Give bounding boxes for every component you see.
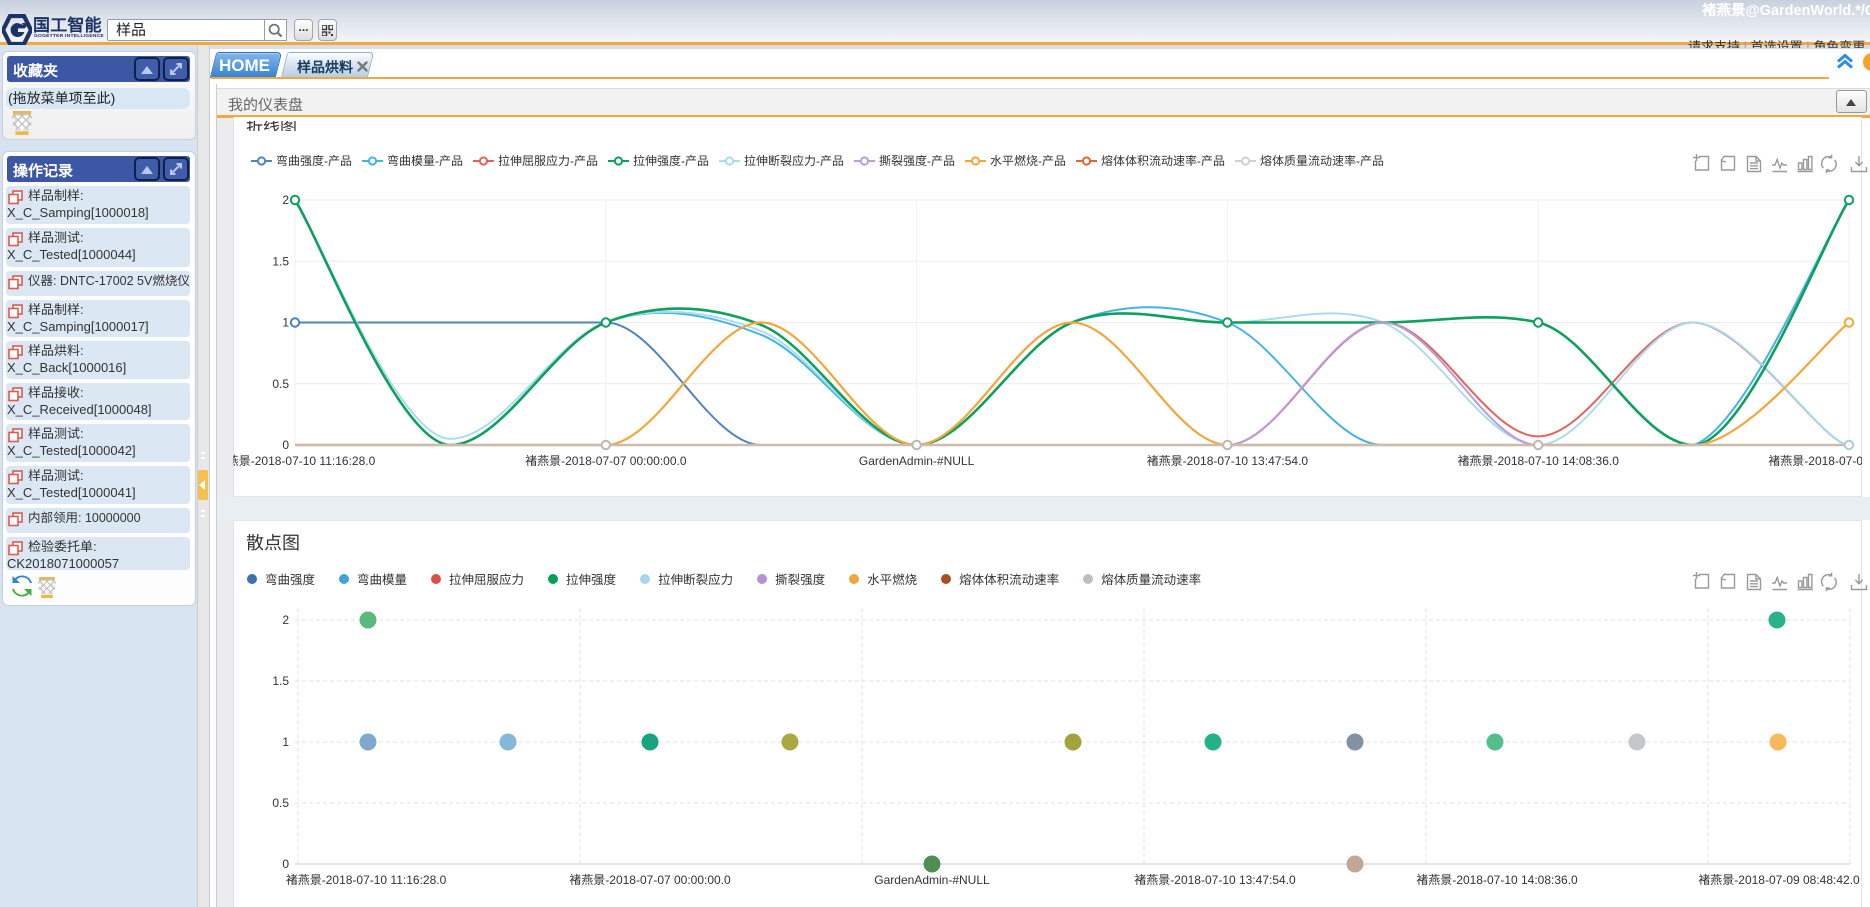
- svg-text:褚燕景-2018-07-09 08:48:42.0: 褚燕景-2018-07-09 08:48:42.0: [1698, 873, 1860, 887]
- svg-text:0.5: 0.5: [272, 377, 289, 391]
- svg-text:GardenAdmin-#NULL: GardenAdmin-#NULL: [874, 873, 990, 887]
- svg-text:褚燕景-2018-07-10 14:08:36.0: 褚燕景-2018-07-10 14:08:36.0: [1457, 454, 1619, 468]
- svg-text:0: 0: [282, 438, 289, 452]
- svg-text:褚燕景-2018-07-07 00:00:00.0: 褚燕景-2018-07-07 00:00:00.0: [525, 454, 687, 468]
- svg-text:褚燕景-2018-07-07 00:00:00.0: 褚燕景-2018-07-07 00:00:00.0: [569, 873, 731, 887]
- svg-text:2: 2: [282, 193, 289, 207]
- svg-text:1: 1: [282, 735, 289, 749]
- svg-text:1.5: 1.5: [272, 254, 289, 268]
- svg-text:1.5: 1.5: [272, 674, 289, 688]
- svg-text:褚燕景-2018-07-10 11:16:28.0: 褚燕景-2018-07-10 11:16:28.0: [233, 454, 376, 468]
- svg-text:0: 0: [282, 857, 289, 871]
- svg-text:2: 2: [282, 613, 289, 627]
- svg-text:褚燕景-2018-07-09 08:48:42.0: 褚燕景-2018-07-09 08:48:42.0: [1768, 454, 1862, 468]
- svg-text:褚燕景-2018-07-10 13:47:54.0: 褚燕景-2018-07-10 13:47:54.0: [1134, 873, 1296, 887]
- svg-text:褚燕景-2018-07-10 13:47:54.0: 褚燕景-2018-07-10 13:47:54.0: [1147, 454, 1309, 468]
- svg-text:GardenAdmin-#NULL: GardenAdmin-#NULL: [859, 454, 975, 468]
- svg-text:褚燕景-2018-07-10 11:16:28.0: 褚燕景-2018-07-10 11:16:28.0: [286, 873, 447, 887]
- svg-text:1: 1: [282, 316, 289, 330]
- svg-text:0.5: 0.5: [272, 796, 289, 810]
- svg-text:褚燕景-2018-07-10 14:08:36.0: 褚燕景-2018-07-10 14:08:36.0: [1416, 873, 1578, 887]
